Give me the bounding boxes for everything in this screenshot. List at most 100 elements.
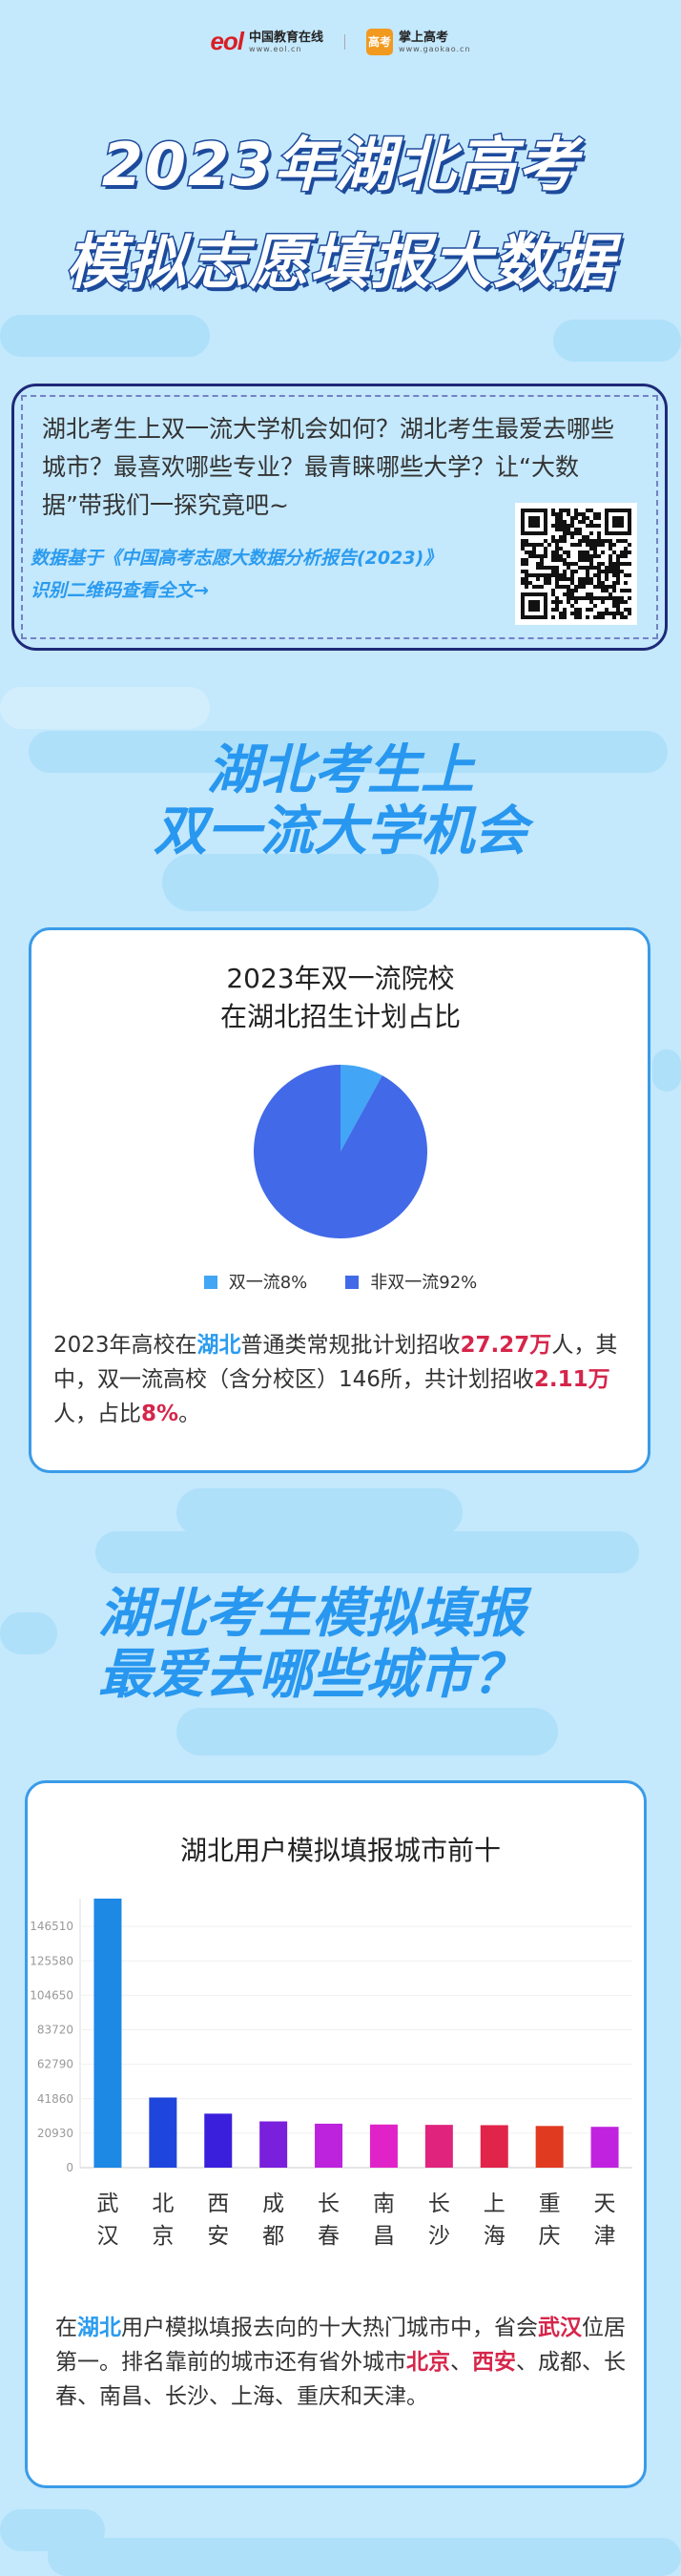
x-tick-label: 安 [207, 2224, 229, 2249]
background-cloud [553, 320, 681, 362]
eol-logo-url: www.eol.cn [249, 44, 302, 53]
x-tick-label: 成 [262, 2192, 284, 2216]
paragraph-segment: 8% [141, 1402, 179, 1426]
paragraph-segment: 用户模拟填报去向的十大热门城市中，省会 [121, 2316, 538, 2340]
paragraph-segment: 、成都、长春、南昌、长沙、上海、重庆和天津。 [55, 2350, 626, 2409]
section2-paragraph: 在湖北用户模拟填报去向的十大热门城市中，省会武汉位居第一。排名靠前的城市还有省外… [55, 2311, 628, 2414]
y-tick-label: 104650 [30, 1988, 73, 2002]
pie-legend: 双一流8% 非双一流92% [0, 1269, 681, 1294]
y-tick-label: 0 [66, 2161, 73, 2174]
bar-重庆[interactable] [535, 2126, 564, 2168]
background-cloud [176, 1708, 558, 1755]
bar-长沙[interactable] [424, 2125, 453, 2168]
pie-chart [254, 1065, 427, 1238]
bar-武汉[interactable] [93, 1899, 122, 2168]
x-tick-label: 庆 [539, 2224, 561, 2249]
paragraph-segment: 北京 [406, 2350, 450, 2375]
bar-chart: 0209304186062790837201046501255801465101… [30, 1899, 632, 2249]
x-tick-label: 都 [262, 2224, 284, 2249]
bar-北京[interactable] [149, 2097, 177, 2168]
bar-chart-title: 湖北用户模拟填报城市前十 [179, 1835, 501, 1866]
paragraph-segment: 在 [55, 2316, 77, 2340]
paragraph-segment: 西安 [472, 2350, 516, 2375]
x-tick-label: 海 [484, 2224, 506, 2249]
x-tick-label: 西 [207, 2192, 229, 2216]
y-tick-label: 83720 [37, 2024, 73, 2037]
pie-chart-title-line1: 2023年双一流院校 [226, 963, 455, 994]
pie-slice-1[interactable] [254, 1065, 427, 1238]
intro-text: 湖北考生上双一流大学机会如何？湖北考生最爱去哪些城市？最喜欢哪些专业？最青睐哪些… [42, 415, 615, 519]
gaokao-logo-url: www.gaokao.cn [399, 44, 471, 53]
background-cloud [95, 1531, 639, 1573]
qr-code[interactable] [515, 503, 637, 625]
bar-西安[interactable] [204, 2113, 233, 2168]
legend-item-double-first-class[interactable]: 双一流8% [203, 1269, 308, 1294]
paragraph-segment: 人，占比 [53, 1402, 141, 1426]
background-cloud [176, 1488, 463, 1536]
bar-长春[interactable] [315, 2123, 343, 2168]
background-cloud [29, 731, 668, 773]
paragraph-segment: 、 [450, 2350, 472, 2375]
bar-天津[interactable] [590, 2127, 619, 2168]
x-tick-label: 上 [484, 2192, 506, 2216]
pie-slice-0[interactable] [340, 1065, 382, 1152]
gaokao-logo: 高考 掌上高考 www.gaokao.cn [366, 28, 471, 55]
section1-heading-line2: 双一流大学机会 [154, 800, 527, 862]
eol-logo-name: 中国教育在线 [249, 30, 324, 45]
x-tick-label: 重 [539, 2192, 561, 2216]
x-tick-label: 春 [318, 2224, 340, 2249]
paragraph-segment: 2023年高校在 [53, 1333, 197, 1358]
bar-成都[interactable] [259, 2121, 288, 2168]
legend-label: 非双一流92% [370, 1273, 478, 1293]
x-tick-label: 汉 [96, 2224, 118, 2249]
qr-hint-link[interactable]: 识别二维码查看全文→ [31, 580, 209, 601]
y-tick-label: 41860 [37, 2092, 73, 2106]
page-title-line2: 模拟志愿填报大数据 [64, 226, 615, 299]
qr-code-icon [521, 509, 631, 619]
gaokao-logo-name: 掌上高考 [399, 30, 449, 45]
header-logos: eol 中国教育在线 www.eol.cn 高考 掌上高考 www.gaokao… [0, 27, 681, 56]
x-tick-label: 天 [594, 2192, 616, 2216]
paragraph-segment: 湖北 [196, 1333, 241, 1358]
x-tick-label: 沙 [428, 2224, 450, 2249]
report-source: 数据基于《中国高考志愿大数据分析报告(2023)》 [31, 548, 443, 569]
legend-item-non-double-first-class[interactable]: 非双一流92% [345, 1269, 477, 1294]
bar-上海[interactable] [480, 2125, 508, 2168]
eol-logo-mark: eol [210, 27, 244, 55]
logo-divider [344, 33, 346, 50]
x-tick-label: 昌 [373, 2224, 395, 2249]
section2-heading-line1: 湖北考生模拟填报 [98, 1583, 526, 1645]
intro-dashed-border [21, 395, 658, 639]
paragraph-segment: 2.11万 [533, 1367, 610, 1392]
legend-label: 双一流8% [228, 1273, 308, 1293]
section2-heading-line2: 最爱去哪些城市？ [98, 1644, 526, 1706]
paragraph-segment: 湖北 [77, 2316, 121, 2340]
background-cloud [0, 1612, 57, 1654]
legend-swatch [345, 1276, 360, 1289]
x-tick-label: 南 [373, 2192, 395, 2216]
gaokao-logo-mark: 高考 [366, 28, 394, 55]
y-tick-label: 62790 [37, 2058, 73, 2071]
paragraph-segment: 。 [178, 1402, 201, 1426]
x-tick-label: 北 [152, 2192, 174, 2216]
x-tick-label: 长 [318, 2192, 340, 2216]
legend-swatch [203, 1276, 217, 1289]
background-cloud [652, 1049, 681, 1091]
x-tick-label: 京 [152, 2224, 174, 2249]
background-cloud [162, 854, 439, 911]
eol-logo: eol 中国教育在线 www.eol.cn [210, 27, 323, 56]
y-tick-label: 20930 [37, 2127, 73, 2140]
y-tick-label: 146510 [30, 1920, 73, 1933]
bar-南昌[interactable] [369, 2124, 398, 2168]
paragraph-segment: 普通类常规批计划招收 [240, 1333, 461, 1358]
background-cloud [48, 2538, 681, 2576]
section1-paragraph: 2023年高校在湖北普通类常规批计划招收27.27万人，其中，双一流高校（含分校… [53, 1328, 631, 1431]
paragraph-segment: 人，其中，双一流高校（含分校区）146所，共计划招收 [53, 1333, 618, 1392]
y-tick-label: 125580 [30, 1954, 73, 1967]
x-tick-label: 长 [428, 2192, 450, 2216]
x-tick-label: 津 [594, 2224, 616, 2249]
paragraph-segment: 位居第一。排名靠前的城市还有省外城市 [55, 2316, 626, 2375]
section1-heading-line1: 湖北考生上 [207, 739, 474, 801]
background-cloud [0, 315, 210, 357]
paragraph-segment: 27.27万 [460, 1333, 552, 1358]
